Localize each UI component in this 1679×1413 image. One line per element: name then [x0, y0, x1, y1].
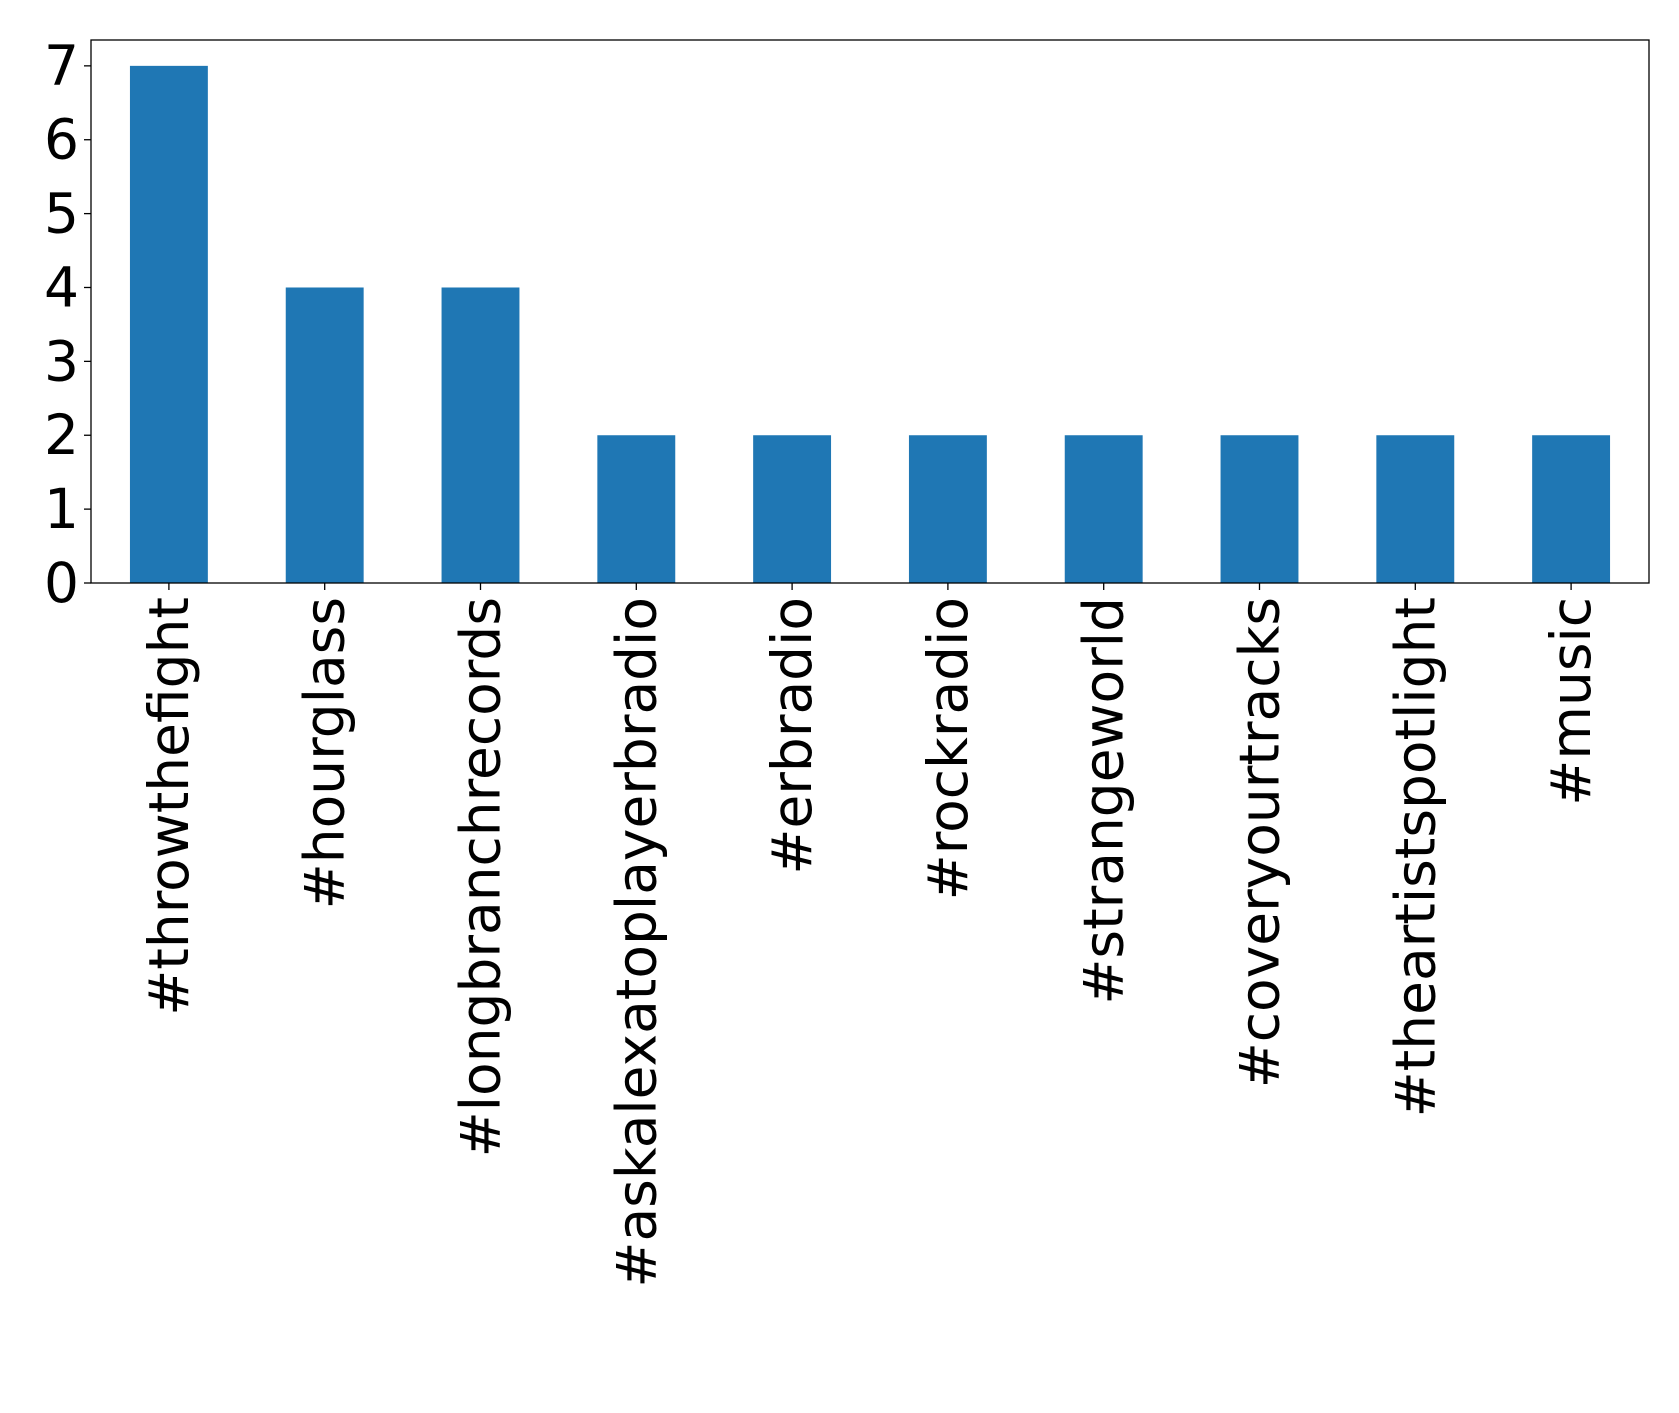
bar-coveryourtracks [1220, 435, 1299, 583]
x-tick-label: #theartistspotlight [1383, 597, 1447, 1117]
y-tick-label: 1 [44, 477, 79, 541]
y-tick-label: 2 [44, 403, 79, 467]
bar-hourglass [285, 287, 364, 583]
bar-theartistspotlight [1376, 435, 1455, 583]
bar-askalexatoplayerbradio [597, 435, 676, 583]
x-tick-label: #longbranchrecords [449, 597, 513, 1157]
x-tick-label: #throwthefight [137, 597, 201, 1016]
x-tick-label: #strangeworld [1072, 597, 1136, 1005]
bar-strangeworld [1064, 435, 1143, 583]
bar-rockradio [908, 435, 987, 583]
bar-music [1532, 435, 1611, 583]
y-tick-label: 7 [44, 34, 79, 98]
x-tick-label: #coveryourtracks [1228, 597, 1292, 1088]
y-tick-label: 4 [44, 255, 79, 319]
bars-layer [129, 65, 1611, 584]
y-tick-label: 0 [44, 551, 79, 615]
y-tick-label: 5 [44, 182, 79, 246]
x-axis: #throwthefight #hourglass #longbranchrecor… [137, 583, 1603, 1288]
x-tick-label: #hourglass [293, 597, 357, 909]
bar-longbranchrecords [441, 287, 520, 583]
x-tick-label: #askalexatoplayerbradio [604, 597, 668, 1288]
y-tick-label: 3 [44, 329, 79, 393]
x-tick-label: #rockradio [916, 597, 980, 900]
y-axis: 0 1 2 3 4 5 6 7 [44, 34, 91, 615]
y-tick-label: 6 [44, 108, 79, 172]
bar-throwthefight [129, 65, 208, 584]
x-tick-label: #music [1539, 597, 1603, 806]
plot-frame [90, 39, 1650, 584]
bar-erbradio [753, 435, 832, 583]
x-tick-label: #erbradio [760, 597, 824, 875]
